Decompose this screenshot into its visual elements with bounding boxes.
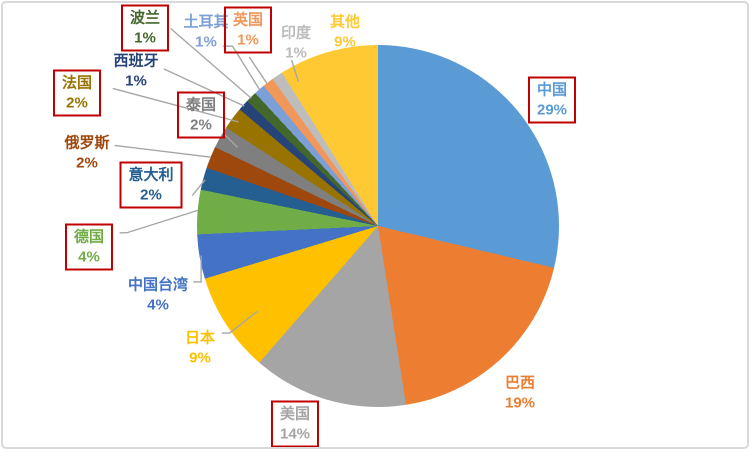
slice-category-name: 土耳其 — [183, 13, 229, 31]
slice-percent-value: 4% — [78, 248, 100, 265]
slice-percent-value: 4% — [147, 296, 169, 313]
slice-category-name: 中国台湾 — [127, 276, 189, 294]
slice-percent-value: 1% — [195, 33, 217, 50]
slice-percent-value: 1% — [134, 29, 156, 46]
slice-category-name: 法国 — [61, 74, 93, 92]
slice-label-9: 法国 2% — [52, 69, 102, 117]
slice-category-name: 泰国 — [185, 96, 217, 114]
slice-category-name: 德国 — [73, 228, 105, 246]
slice-percent-value: 2% — [140, 186, 162, 203]
slice-percent-value: 19% — [504, 394, 536, 411]
slice-category-name: 印度 — [280, 24, 312, 42]
slice-label-11: 波兰 1% — [120, 4, 170, 52]
slice-percent-value: 1% — [125, 72, 147, 89]
slice-label-4: 中国台湾 4% — [128, 276, 188, 315]
slice-percent-value: 1% — [237, 31, 259, 48]
slice-label-7: 俄罗斯 2% — [64, 134, 109, 173]
slice-label-12: 土耳其 1% — [183, 13, 228, 52]
slice-percent-value: 2% — [76, 154, 98, 171]
slice-label-1: 巴西 19% — [505, 374, 535, 413]
slice-label-8: 泰国 2% — [176, 91, 226, 139]
slice-category-name: 意大利 — [128, 166, 174, 184]
slice-percent-value: 2% — [66, 94, 88, 111]
slice-percent-value: 9% — [334, 33, 356, 50]
slice-category-name: 巴西 — [504, 374, 535, 392]
slice-percent-value: 29% — [536, 101, 568, 118]
slice-category-name: 英国 — [232, 11, 264, 29]
slice-category-name: 中国 — [536, 81, 567, 99]
slice-percent-value: 2% — [190, 116, 212, 133]
slice-category-name: 日本 — [184, 329, 216, 347]
slice-label-5: 德国 4% — [64, 223, 114, 271]
slice-label-6: 意大利 2% — [119, 161, 183, 209]
slice-label-3: 日本 9% — [185, 329, 215, 368]
leader-line-7 — [114, 144, 212, 158]
slice-label-13: 英国 1% — [223, 6, 273, 54]
slice-label-0: 中国 29% — [527, 76, 577, 124]
pie-chart — [197, 45, 559, 407]
slice-category-name: 其他 — [329, 13, 361, 31]
slice-category-name: 西班牙 — [113, 52, 159, 70]
slice-category-name: 美国 — [279, 405, 310, 423]
slice-percent-value: 9% — [189, 349, 211, 366]
slice-category-name: 波兰 — [129, 9, 161, 27]
slice-label-2: 美国 14% — [270, 400, 320, 447]
slice-label-14: 印度 1% — [281, 24, 311, 63]
slice-percent-value: 14% — [279, 425, 311, 442]
leader-line-13 — [248, 56, 268, 84]
slice-label-10: 西班牙 1% — [113, 52, 158, 91]
slice-category-name: 俄罗斯 — [64, 134, 110, 152]
slice-percent-value: 1% — [285, 44, 307, 61]
leader-line-5 — [119, 209, 199, 234]
slice-label-15: 其他 9% — [330, 13, 360, 52]
